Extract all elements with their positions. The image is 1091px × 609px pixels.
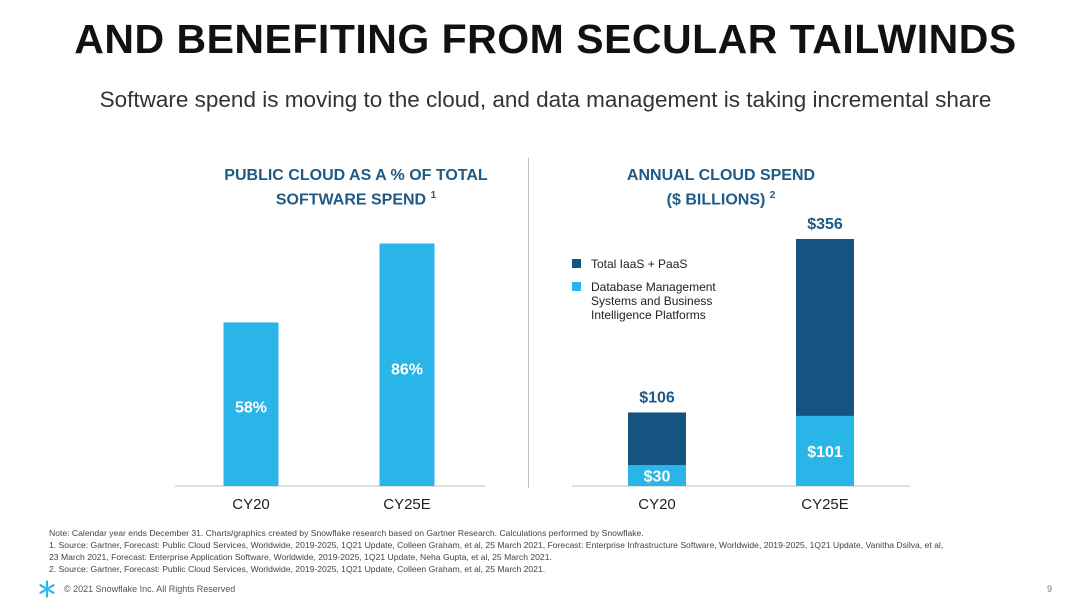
chart2-title-line2: ($ BILLIONS) xyxy=(666,191,766,209)
chart2-bar-cy25e-series0 xyxy=(796,415,854,486)
chart2-title: ANNUAL CLOUD SPEND ($ BILLIONS) 2 xyxy=(571,166,871,210)
page-subtitle: Software spend is moving to the cloud, a… xyxy=(99,87,992,112)
chart1-tick-label: CY25E xyxy=(383,496,431,513)
copyright-text: © 2021 Snowflake Inc. All Rights Reserve… xyxy=(64,584,236,594)
note-2: 2. Source: Gartner, Forecast: Public Clo… xyxy=(49,564,546,574)
legend-label-iaas-paas: Total IaaS + PaaS xyxy=(591,257,688,271)
chart1-data-label: 58% xyxy=(235,399,267,416)
chart1-title-line1: PUBLIC CLOUD AS A % OF TOTAL xyxy=(224,167,488,184)
chart1-title-line2: SOFTWARE SPEND xyxy=(275,191,427,209)
chart1-title: PUBLIC CLOUD AS A % OF TOTAL SOFTWARE SP… xyxy=(176,166,536,210)
page-number: 9 xyxy=(1047,584,1053,594)
chart1-data-label: 86% xyxy=(391,362,423,379)
chart-divider xyxy=(528,158,529,488)
legend-item-iaas-paas: Total IaaS + PaaS xyxy=(572,257,741,271)
legend-swatch-dbms-bi xyxy=(572,282,581,291)
chart2-footnote-ref: 2 xyxy=(769,190,776,201)
chart1-footnote-ref: 1 xyxy=(430,190,437,201)
chart2-bar-cy20-series0 xyxy=(628,465,686,486)
chart2-tick-label: CY20 xyxy=(638,496,676,513)
note-1a: 1. Source: Gartner, Forecast: Public Clo… xyxy=(49,540,944,550)
chart2-bar-cy20-series1 xyxy=(628,412,686,466)
chart2-title-line1: ANNUAL CLOUD SPEND xyxy=(626,167,816,184)
chart1-tick-label: CY20 xyxy=(232,496,270,513)
chart2-segment-label: $30 xyxy=(644,469,671,486)
note-intro: Note: Calendar year ends December 31. Ch… xyxy=(49,528,644,538)
chart1-bar-cy20 xyxy=(223,322,279,486)
note-1b: 23 March 2021, Forecast: Enterprise Appl… xyxy=(49,552,552,562)
legend-label-dbms-bi: Database Management Systems and Business… xyxy=(591,280,716,322)
footnotes: Note: Calendar year ends December 31. Ch… xyxy=(49,527,1059,575)
chart2-legend: Total IaaS + PaaS Database Management Sy… xyxy=(572,257,741,331)
chart2-total-label: $106 xyxy=(639,389,675,406)
page-title: AND BENEFITING FROM SECULAR TAILWINDS xyxy=(74,16,1017,62)
chart2-tick-label: CY25E xyxy=(801,496,849,513)
legend-item-dbms-bi: Database Management Systems and Business… xyxy=(572,280,741,322)
snowflake-logo-icon xyxy=(39,580,55,598)
legend-swatch-iaas-paas xyxy=(572,259,581,268)
chart2-total-label: $356 xyxy=(807,216,843,233)
chart1-bar-cy25e xyxy=(379,243,435,486)
chart2-bar-cy25e-series1 xyxy=(796,239,854,416)
chart2-segment-label: $101 xyxy=(807,444,843,461)
